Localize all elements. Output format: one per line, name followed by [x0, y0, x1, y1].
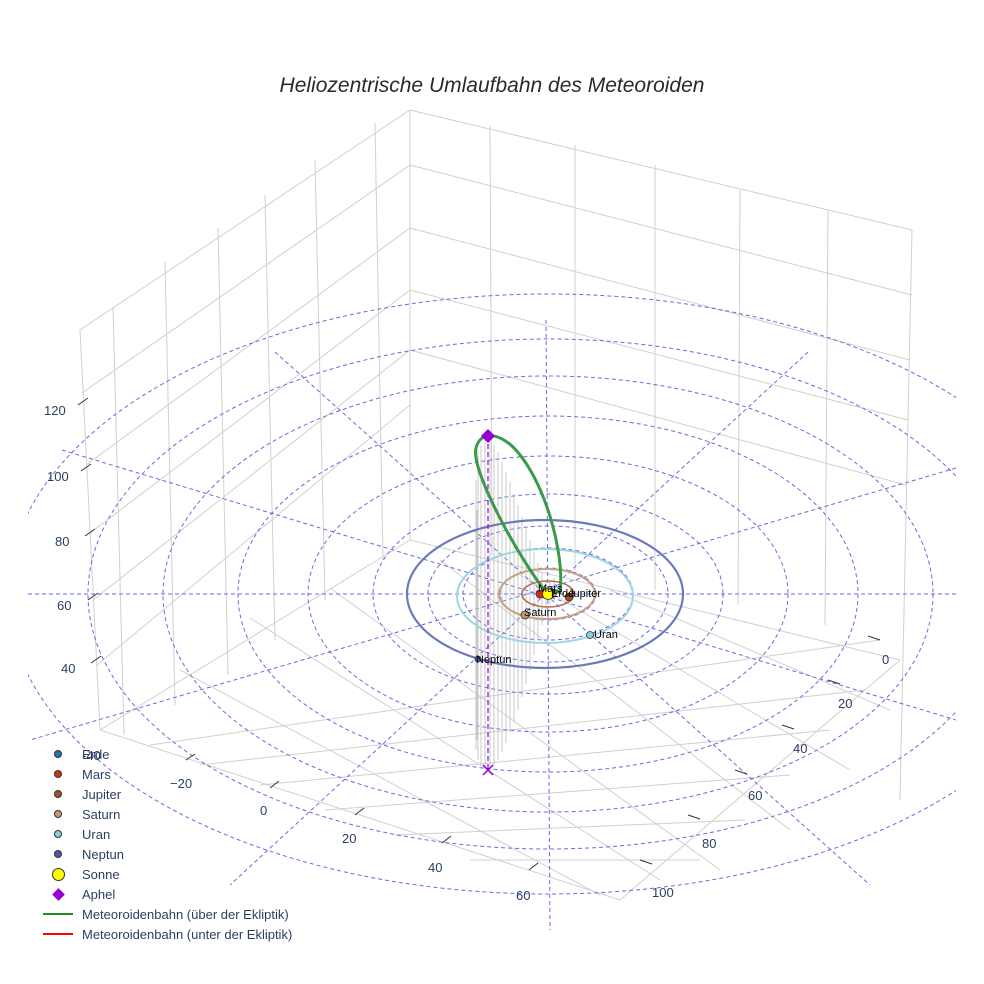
z-axis: 120 100 80 60 40 — [44, 397, 102, 676]
legend-label: Uran — [82, 826, 111, 842]
legend-item-aphel[interactable]: Aphel — [38, 884, 292, 904]
planets — [474, 588, 594, 663]
green-line-icon — [43, 913, 73, 915]
x-tick: −20 — [170, 776, 192, 791]
diamond-icon — [51, 887, 65, 901]
planet-orbits — [405, 518, 685, 670]
uran-dot-icon — [54, 830, 62, 838]
orbit-saturn — [498, 568, 596, 620]
planet-uran — [586, 631, 594, 639]
legend-item-orbit-above[interactable]: Meteoroidenbahn (über der Ekliptik) — [38, 904, 292, 924]
legend-item-orbit-below[interactable]: Meteoroidenbahn (unter der Ekliptik) — [38, 924, 292, 944]
label-uran: Uran — [594, 629, 618, 641]
y-tick: 80 — [702, 836, 716, 851]
orbit-neptun — [405, 518, 685, 670]
erde-dot-icon — [54, 750, 62, 758]
legend-label: Neptun — [82, 846, 124, 862]
z-tick: 100 — [47, 469, 69, 484]
x-axis: -40 −20 0 20 40 60 — [82, 748, 539, 903]
label-saturn: Saturn — [524, 607, 556, 619]
legend-label: Jupiter — [82, 786, 122, 802]
y-axis: 0 20 40 60 80 100 — [639, 635, 889, 900]
orbit-uran — [456, 548, 634, 644]
legend-item-saturn[interactable]: Saturn — [38, 804, 292, 824]
ecliptic-grid — [28, 293, 956, 931]
label-neptun: Neptun — [476, 654, 511, 666]
planet-neptun — [474, 655, 482, 663]
legend-item-mars[interactable]: Mars — [38, 764, 292, 784]
red-line-icon — [43, 933, 73, 935]
aphel-marker[interactable] — [481, 429, 495, 443]
planet-jupiter — [564, 592, 574, 602]
legend: Erde Mars Jupiter Saturn Uran Neptun Son… — [38, 744, 292, 944]
y-tick: 20 — [838, 696, 852, 711]
y-tick: 100 — [652, 885, 674, 900]
mars-dot-icon — [54, 770, 62, 778]
saturn-dot-icon — [54, 810, 62, 818]
z-tick: 80 — [55, 534, 69, 549]
legend-item-neptun[interactable]: Neptun — [38, 844, 292, 864]
legend-label: Sonne — [82, 866, 120, 882]
y-tick: 40 — [793, 741, 807, 756]
jupiter-dot-icon — [54, 790, 62, 798]
z-tick: 120 — [44, 403, 66, 418]
legend-item-uran[interactable]: Uran — [38, 824, 292, 844]
planet-saturn — [520, 610, 530, 620]
legend-item-sonne[interactable]: Sonne — [38, 864, 292, 884]
legend-label: Meteoroidenbahn (über der Ekliptik) — [82, 906, 289, 922]
legend-item-jupiter[interactable]: Jupiter — [38, 784, 292, 804]
z-tick: 40 — [61, 661, 75, 676]
label-jupiter: Jupiter — [568, 588, 601, 600]
neptun-dot-icon — [54, 850, 62, 858]
legend-item-erde[interactable]: Erde — [38, 744, 292, 764]
orbit-jupiter — [521, 580, 575, 608]
legend-label: Aphel — [82, 886, 116, 902]
chart-title: Heliozentrische Umlaufbahn des Meteoroid… — [279, 74, 705, 97]
sun-icon — [51, 867, 65, 881]
legend-label: Meteoroidenbahn (unter der Ekliptik) — [82, 926, 293, 942]
label-erde: Erde — [551, 588, 574, 600]
y-tick: 60 — [748, 788, 762, 803]
legend-label: Mars — [82, 766, 111, 782]
aphel-projection-marker — [482, 764, 494, 776]
y-tick: 0 — [882, 652, 889, 667]
z-tick: 60 — [57, 598, 71, 613]
x-tick: -40 — [82, 748, 101, 763]
legend-label: Erde — [82, 746, 110, 762]
x-tick: 40 — [428, 860, 442, 875]
x-tick: 60 — [516, 888, 530, 903]
legend-label: Saturn — [82, 806, 121, 822]
label-mars: Mars — [538, 583, 563, 595]
sun-marker — [542, 588, 554, 600]
x-tick: 20 — [342, 831, 356, 846]
grid-walls — [79, 109, 913, 901]
x-tick: 0 — [260, 803, 267, 818]
